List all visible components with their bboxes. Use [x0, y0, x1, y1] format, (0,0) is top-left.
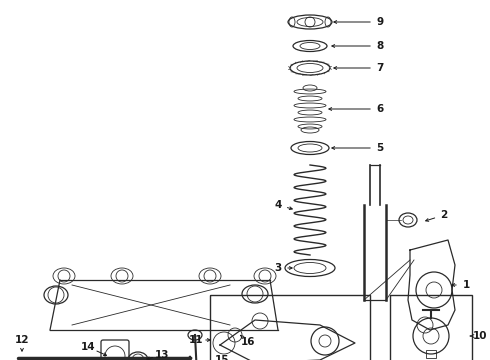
Text: 16: 16: [241, 337, 255, 347]
Text: 15: 15: [215, 355, 229, 360]
Text: 5: 5: [376, 143, 384, 153]
Bar: [426, 350, 436, 358]
Text: 4: 4: [274, 200, 282, 210]
Text: 7: 7: [376, 63, 384, 73]
Text: 11: 11: [189, 335, 203, 345]
Text: 2: 2: [441, 210, 448, 220]
Text: 1: 1: [463, 280, 469, 290]
Text: 10: 10: [473, 331, 487, 341]
Text: 13: 13: [155, 350, 169, 360]
Text: 6: 6: [376, 104, 384, 114]
Bar: [390, 295, 472, 360]
Text: 14: 14: [81, 342, 96, 352]
Bar: [210, 295, 370, 360]
Text: 9: 9: [376, 17, 384, 27]
Text: 3: 3: [274, 263, 282, 273]
Text: 8: 8: [376, 41, 384, 51]
Text: 12: 12: [15, 335, 29, 345]
